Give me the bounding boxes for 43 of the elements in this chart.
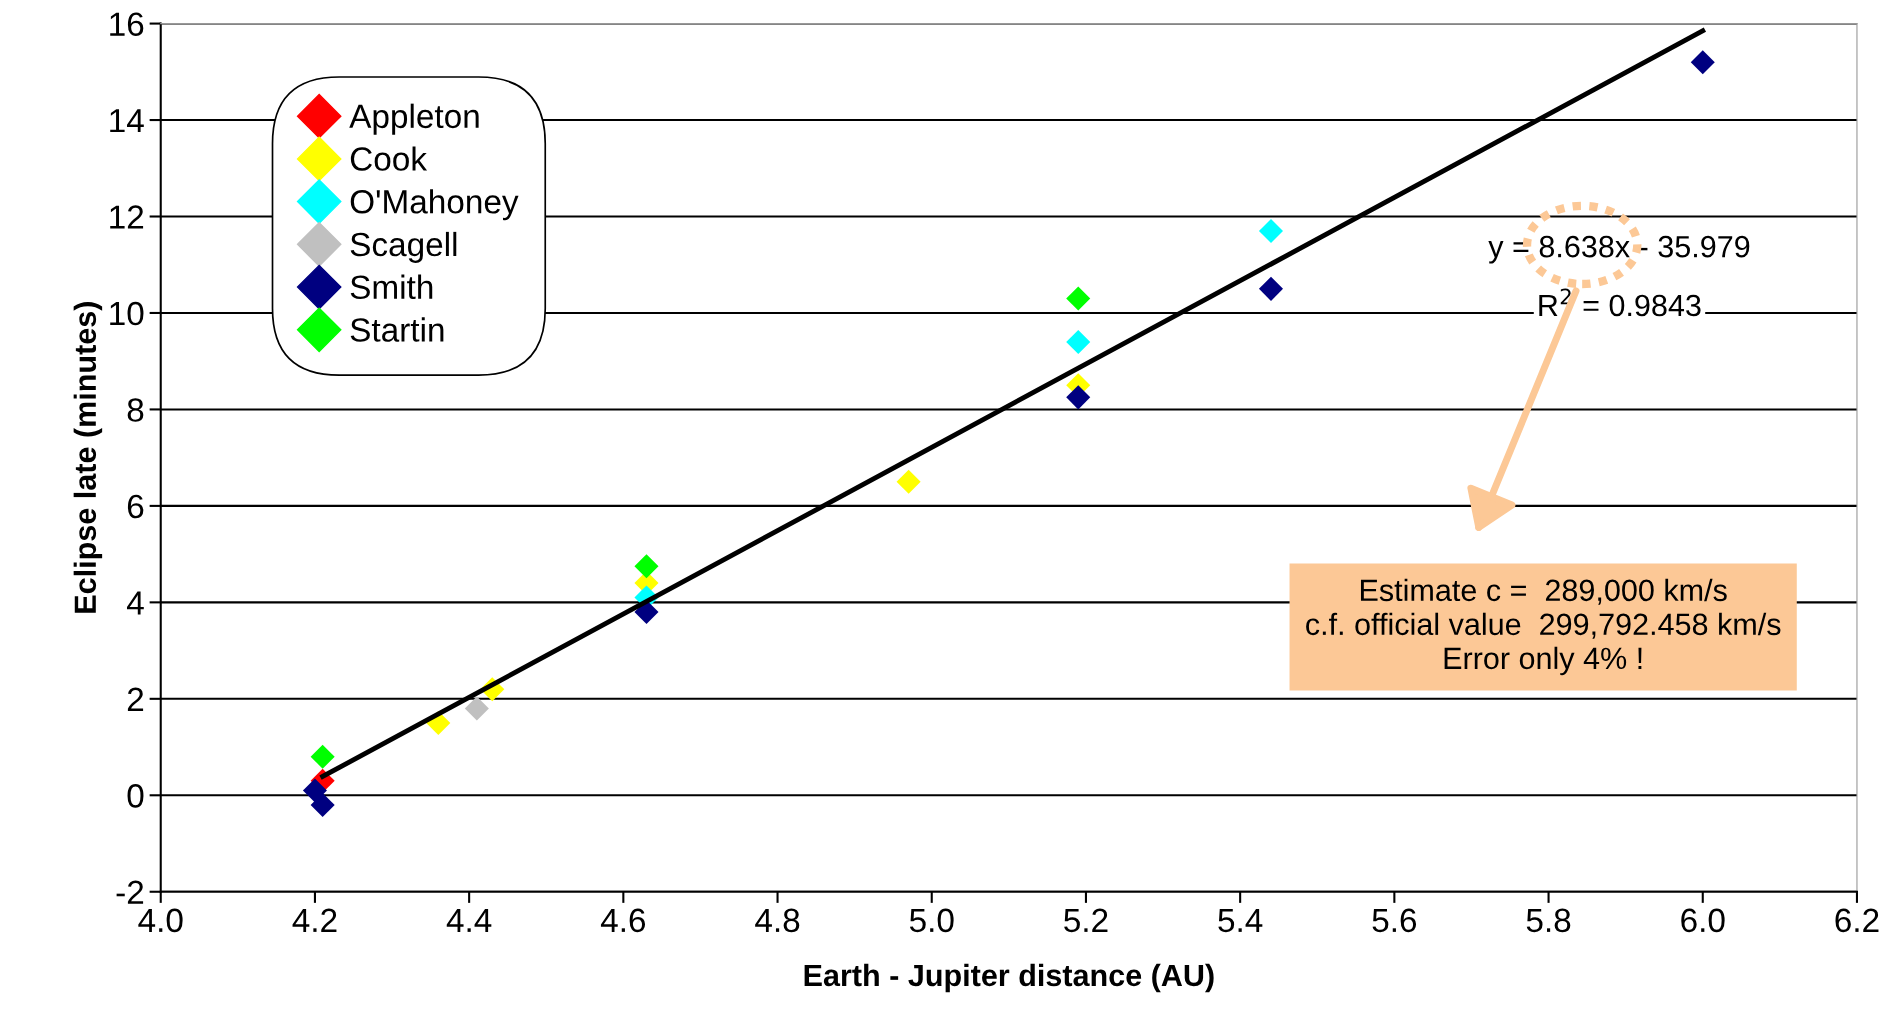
- point: [302, 778, 327, 803]
- legend-label: Appleton: [349, 103, 479, 135]
- point: [310, 744, 335, 769]
- x-tick-label: 4.6: [600, 908, 646, 933]
- point: [1066, 329, 1091, 354]
- y-tick-label: 14: [110, 109, 144, 133]
- y-tick-label: -2: [116, 880, 144, 904]
- x-tick-label: 5.2: [1064, 908, 1108, 933]
- point: [310, 792, 335, 817]
- x-tick-label: 4.0: [138, 908, 183, 933]
- point: [896, 469, 921, 494]
- legend-label: Scagell: [350, 231, 457, 263]
- y-axis-title: Eclipse late (minutes): [73, 302, 103, 613]
- point: [464, 696, 489, 721]
- x-tick-label: 5.4: [1218, 908, 1263, 933]
- y-tick-label: 8: [127, 398, 144, 422]
- x-axis-title: Earth - Jupiter distance (AU): [804, 963, 1214, 993]
- annotation: Estimate c = 289,000 km/s c.f. official value 299,792.458 km/s Error only 4% !: [1306, 578, 1781, 676]
- point: [1258, 276, 1284, 301]
- point: [1690, 50, 1715, 75]
- y-tick-label: 6: [127, 494, 144, 519]
- y-tick-label: 4: [126, 591, 144, 615]
- y-tick-label: 10: [110, 301, 144, 326]
- y-tick-label: 0: [127, 784, 144, 808]
- y-tick-label: 2: [127, 687, 144, 711]
- y-tick-label: 12: [110, 205, 144, 229]
- x-tick-label: 5.6: [1372, 908, 1417, 933]
- point: [1066, 385, 1091, 410]
- legend-label: Cook: [350, 146, 428, 171]
- legend-label: Startin: [350, 317, 444, 342]
- x-tick-label: 4.4: [446, 908, 492, 932]
- x-tick-label: 5.8: [1526, 908, 1571, 933]
- y-tick-label: 16: [110, 12, 144, 36]
- legend-label: Smith: [350, 274, 433, 300]
- x-tick-label: 5.0: [909, 908, 954, 933]
- x-tick-label: 4.2: [292, 908, 337, 932]
- x-tick-label: 6.2: [1835, 908, 1879, 933]
- legend-label: O'Mahoney: [350, 189, 519, 221]
- x-tick-label: 6.0: [1681, 908, 1725, 933]
- point: [634, 554, 659, 579]
- x-tick-label: 4.8: [755, 908, 800, 933]
- point: [1066, 286, 1091, 311]
- point: [1258, 218, 1284, 243]
